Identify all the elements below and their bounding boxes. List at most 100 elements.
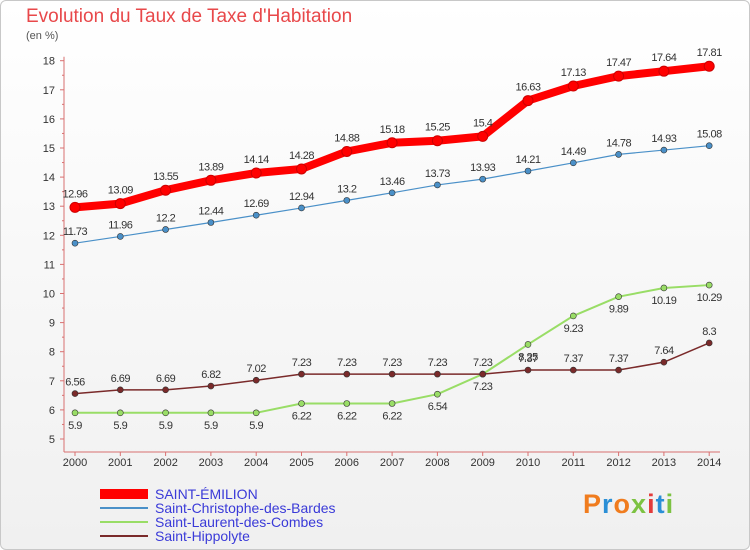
logo-letter: i xyxy=(665,489,675,519)
data-label: 14.78 xyxy=(606,137,631,149)
data-label: 7.64 xyxy=(654,345,674,357)
x-tick-label: 2008 xyxy=(425,457,449,469)
data-point xyxy=(296,163,307,175)
data-label: 6.82 xyxy=(201,369,221,381)
data-point xyxy=(615,366,622,374)
data-label: 16.63 xyxy=(515,82,540,94)
data-label: 6.22 xyxy=(292,410,312,422)
data-label: 9.23 xyxy=(564,323,584,335)
data-point xyxy=(117,233,124,240)
data-label: 5.9 xyxy=(204,420,218,432)
data-label: 7.23 xyxy=(382,357,402,369)
data-point xyxy=(613,70,625,82)
data-point xyxy=(114,198,126,210)
data-point xyxy=(388,370,396,378)
data-point xyxy=(162,386,169,394)
data-label: 15.08 xyxy=(697,129,722,141)
data-label: 12.44 xyxy=(198,205,223,217)
y-tick-label: 13 xyxy=(43,201,55,213)
data-label: 14.14 xyxy=(244,154,269,166)
data-label: 6.22 xyxy=(382,410,402,422)
x-tick-label: 2011 xyxy=(561,457,585,469)
logo-letter: P xyxy=(583,489,603,519)
x-tick-label: 2000 xyxy=(63,457,87,469)
data-point xyxy=(615,151,622,158)
data-point xyxy=(705,339,713,347)
data-label: 17.13 xyxy=(561,67,586,79)
data-point xyxy=(660,358,668,366)
data-label: 7.23 xyxy=(473,381,493,393)
data-label: 17.64 xyxy=(651,52,676,64)
data-label: 13.89 xyxy=(198,161,223,173)
y-tick-label: 10 xyxy=(43,289,55,301)
logo-letter: r xyxy=(602,489,614,519)
data-point xyxy=(660,284,668,292)
data-point xyxy=(569,366,577,374)
data-label: 11.73 xyxy=(63,226,88,238)
x-tick-label: 2009 xyxy=(470,457,494,469)
data-label: 7.37 xyxy=(564,353,584,365)
data-point xyxy=(431,135,443,147)
data-point xyxy=(388,189,396,197)
data-label: 12.69 xyxy=(244,198,269,210)
legend-item: Saint-Christophe-des-Bardes xyxy=(100,501,336,515)
data-point xyxy=(117,409,124,417)
data-point xyxy=(343,400,351,407)
data-point xyxy=(207,382,215,390)
data-label: 6.22 xyxy=(337,410,357,422)
y-tick-label: 6 xyxy=(49,405,55,417)
data-label: 7.23 xyxy=(292,357,312,369)
data-label: 5.9 xyxy=(113,420,127,432)
data-point xyxy=(705,142,713,149)
legend-label: Saint-Hippolyte xyxy=(155,528,250,544)
data-label: 6.69 xyxy=(111,373,131,385)
x-tick-label: 2006 xyxy=(335,457,359,469)
logo-letter: i xyxy=(647,489,656,519)
data-point xyxy=(162,226,169,233)
data-point xyxy=(658,65,670,77)
data-point xyxy=(569,159,577,167)
data-point xyxy=(703,60,715,72)
data-point xyxy=(569,312,577,320)
legend-item: Saint-Laurent-des-Combes xyxy=(100,515,336,529)
data-point xyxy=(205,174,217,186)
data-point xyxy=(207,219,215,226)
data-point xyxy=(69,201,81,213)
data-label: 17.47 xyxy=(606,57,631,69)
data-label: 10.19 xyxy=(651,295,676,307)
legend-swatch xyxy=(100,489,148,499)
data-point xyxy=(207,409,215,417)
y-tick-label: 12 xyxy=(43,230,55,242)
data-point xyxy=(434,390,441,398)
data-label: 12.94 xyxy=(289,191,314,203)
data-label: 7.23 xyxy=(337,357,357,369)
data-point xyxy=(252,211,260,219)
x-tick-label: 2013 xyxy=(652,457,676,469)
data-label: 8.3 xyxy=(702,326,716,338)
data-label: 7.02 xyxy=(246,363,266,375)
data-point xyxy=(117,386,124,394)
x-tick-label: 2002 xyxy=(153,457,177,469)
data-label: 13.93 xyxy=(470,162,495,174)
data-point xyxy=(479,175,487,183)
data-label: 13.55 xyxy=(153,171,178,183)
proxiti-logo: Proxiti xyxy=(583,489,674,520)
data-point xyxy=(71,409,79,417)
legend-swatch xyxy=(100,507,148,509)
x-tick-label: 2010 xyxy=(516,457,540,469)
data-label: 11.96 xyxy=(108,219,133,231)
data-point xyxy=(160,184,172,196)
data-point xyxy=(522,95,534,107)
data-label: 5.9 xyxy=(68,420,82,432)
data-point xyxy=(524,341,532,348)
data-label: 6.56 xyxy=(65,377,85,389)
logo-letter: o xyxy=(613,489,632,519)
data-point xyxy=(343,197,351,204)
data-point xyxy=(162,409,169,417)
data-label: 13.73 xyxy=(425,168,450,180)
y-tick-label: 16 xyxy=(43,114,55,126)
logo-letter: t xyxy=(655,489,666,519)
y-tick-label: 15 xyxy=(43,143,55,155)
legend-swatch xyxy=(100,521,148,523)
